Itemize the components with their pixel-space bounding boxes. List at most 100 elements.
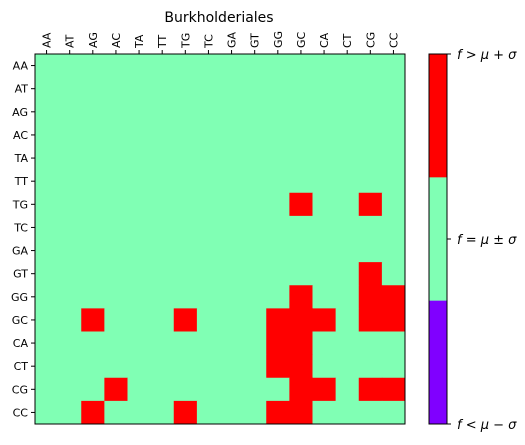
heatmap-cell [150, 77, 175, 101]
heatmap-cell [58, 77, 82, 101]
y-tick-label: TA [14, 152, 29, 165]
heatmap-cell [104, 77, 128, 101]
heatmap-cell [335, 146, 360, 171]
heatmap-cell [196, 192, 221, 217]
heatmap-cell [266, 169, 290, 194]
heatmap-cell [335, 285, 360, 309]
heatmap-cell [127, 146, 152, 171]
heatmap-cell [312, 377, 337, 402]
heatmap-cell [220, 77, 244, 101]
heatmap-cell [81, 262, 105, 286]
heatmap-cell [335, 239, 360, 263]
heatmap-cell [220, 215, 244, 240]
heatmap-cell [58, 192, 82, 217]
heatmap-cell [312, 77, 337, 101]
heatmap-cell [150, 308, 175, 332]
heatmap-cell [312, 169, 337, 194]
heatmap-cell [196, 123, 221, 147]
heatmap-cell [266, 123, 290, 147]
heatmap-cell [289, 400, 313, 425]
heatmap-cell [312, 192, 337, 217]
heatmap-cell [243, 192, 267, 217]
heatmap-cell [81, 146, 105, 171]
heatmap-cell [381, 262, 406, 286]
heatmap-cell [35, 169, 59, 194]
heatmap-cell [58, 400, 82, 425]
heatmap-cell [150, 123, 175, 147]
x-tick-label: AC [110, 33, 123, 48]
heatmap-cell [173, 146, 198, 171]
heatmap-cell [358, 377, 383, 402]
heatmap-cell [220, 331, 244, 356]
x-tick-label: TG [179, 33, 192, 49]
heatmap-cell [266, 239, 290, 263]
y-tick-label: GT [13, 268, 28, 281]
heatmap-cell [381, 54, 406, 78]
heatmap-cell [358, 215, 383, 240]
heatmap-cell [35, 100, 59, 124]
x-tick-label: GA [226, 31, 239, 48]
heatmap-cell [173, 285, 198, 309]
heatmap-cell [358, 77, 383, 101]
heatmap-cell [104, 100, 128, 124]
heatmap-cell [266, 285, 290, 309]
heatmap-cell [312, 54, 337, 78]
plot-frame [34, 53, 406, 425]
heatmap-cell [127, 215, 152, 240]
heatmap-cell [104, 354, 128, 379]
heatmap-cell [35, 308, 59, 332]
y-tick-labels: AA AT AG AC TA TT TG TC GA GT GG GC CA CT CG CC [11, 60, 35, 419]
heatmap-cell [220, 100, 244, 124]
y-tick-label: TC [13, 221, 28, 234]
heatmap-cell [266, 100, 290, 124]
x-tick-label: GG [272, 31, 285, 48]
heatmap-cell [289, 331, 313, 356]
heatmap-cell [58, 354, 82, 379]
heatmap-cell [173, 169, 198, 194]
heatmap-cell [358, 354, 383, 379]
heatmap-cell [150, 192, 175, 217]
heatmap-cell [335, 215, 360, 240]
heatmap-cell [381, 146, 406, 171]
heatmap-cell [381, 354, 406, 379]
heatmap-cell [381, 215, 406, 240]
heatmap-cell [358, 192, 383, 217]
heatmap-cell [81, 239, 105, 263]
heatmap-cell [220, 377, 244, 402]
heatmap-cell [312, 354, 337, 379]
heatmap-cell [81, 100, 105, 124]
heatmap-cell [266, 377, 290, 402]
heatmap-cell [312, 100, 337, 124]
heatmap-cell [127, 239, 152, 263]
heatmap-cell [127, 354, 152, 379]
heatmap-cell [266, 54, 290, 78]
heatmap-cell [335, 262, 360, 286]
heatmap-cell [35, 400, 59, 425]
heatmap-cell [81, 377, 105, 402]
heatmap-cell [358, 54, 383, 78]
heatmap-cell [220, 146, 244, 171]
heatmap-cell [127, 377, 152, 402]
heatmap-cell [35, 123, 59, 147]
heatmap-cell [150, 239, 175, 263]
y-tick-label: AT [15, 83, 29, 96]
heatmap-cell [381, 239, 406, 263]
heatmap-cell [312, 262, 337, 286]
colorbar: f < μ − σ f = μ ± σ f > μ + σ [428, 48, 517, 433]
heatmap-cell [196, 377, 221, 402]
heatmap-cell [104, 146, 128, 171]
heatmap-cell [243, 354, 267, 379]
heatmap-cell [104, 331, 128, 356]
heatmap-cell [104, 285, 128, 309]
heatmap-cell [196, 262, 221, 286]
heatmap-cell [381, 192, 406, 217]
heatmap-cells [35, 54, 406, 425]
heatmap-cell [58, 377, 82, 402]
heatmap-cell [312, 308, 337, 332]
heatmap-cell [58, 285, 82, 309]
heatmap-cell [381, 377, 406, 402]
heatmap-cell [289, 123, 313, 147]
chart-title: Burkholderiales [164, 10, 273, 26]
heatmap-cell [220, 308, 244, 332]
heatmap-cell [196, 215, 221, 240]
